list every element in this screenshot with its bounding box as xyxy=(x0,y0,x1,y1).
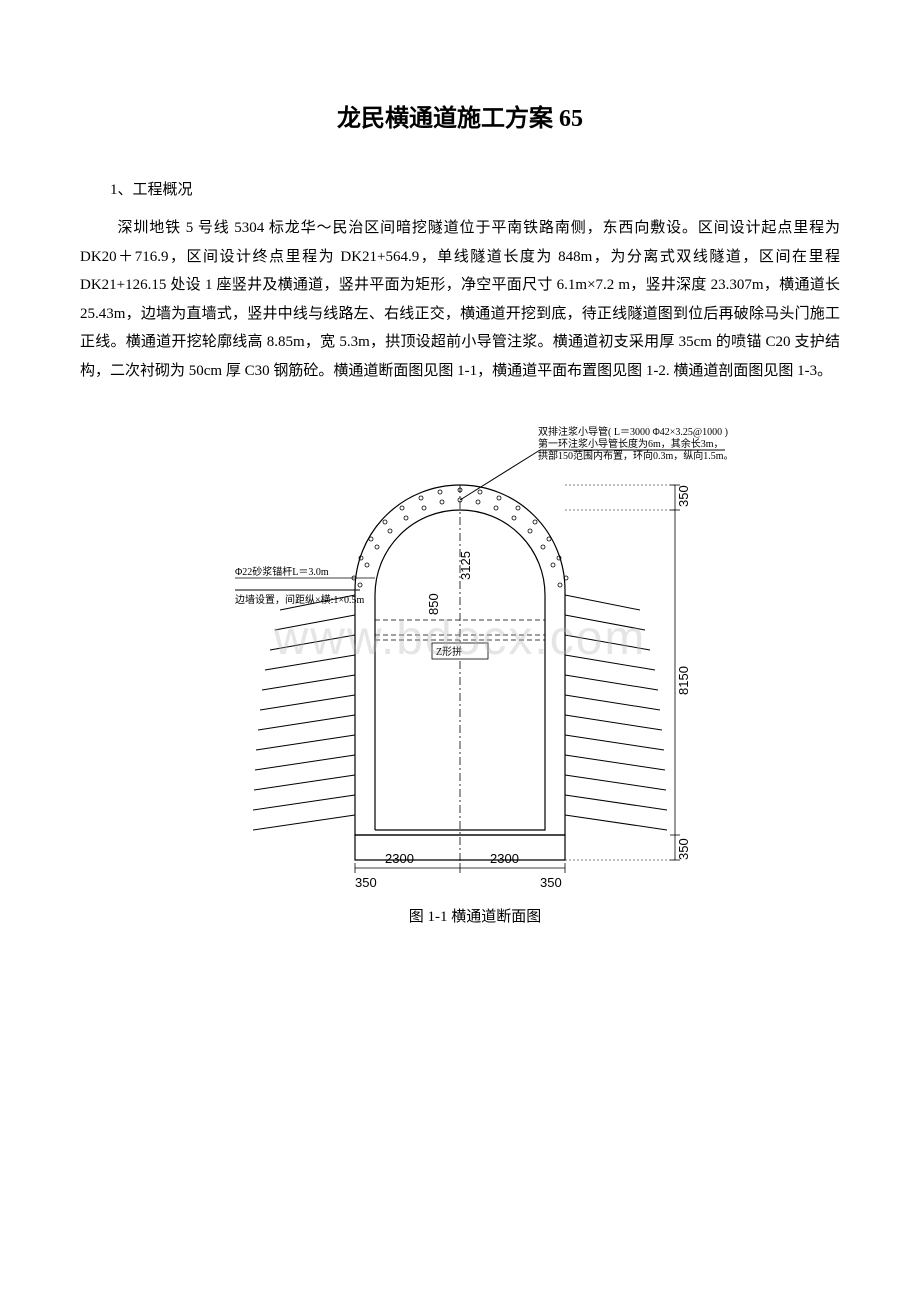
tunnel-cross-section-diagram: 双排注浆小导管( L＝3000 Φ42×3.25@1000 ) 第一环注浆小导管… xyxy=(180,415,740,895)
dim-height-main: 8150 xyxy=(676,666,691,695)
dim-bottom-right: 350 xyxy=(540,875,562,890)
dim-height-bottom: 350 xyxy=(676,839,691,861)
dim-width-left: 2300 xyxy=(385,851,414,866)
top-annotation-1: 双排注浆小导管( L＝3000 Φ42×3.25@1000 ) xyxy=(538,425,728,438)
left-annotation-2: 边墙设置，间距纵×横:1×0.5m xyxy=(235,593,365,606)
right-anchor-hatching xyxy=(565,595,667,830)
left-annotation-1: Φ22砂浆锚杆L＝3.0m xyxy=(235,565,329,578)
dim-center-vertical: 3125 xyxy=(458,551,473,580)
dim-width-right: 2300 xyxy=(490,851,519,866)
figure-1-1-container: www.bdocx.com 双排注浆小导管( L＝3000 Φ42×3.25@1… xyxy=(80,415,840,929)
section-1-heading: 1、工程概况 xyxy=(80,178,840,202)
document-title: 龙民横通道施工方案 65 xyxy=(80,100,840,138)
dim-hbar: 850 xyxy=(426,594,441,616)
center-label: Z形拼 xyxy=(436,645,462,658)
dim-bottom-left: 350 xyxy=(355,875,377,890)
left-anchor-hatching xyxy=(253,595,355,830)
diagram-wrapper: www.bdocx.com 双排注浆小导管( L＝3000 Φ42×3.25@1… xyxy=(180,415,740,895)
top-annotation-3: 拱部150范围内布置，环向0.3m，纵向1.5m。 xyxy=(538,449,734,462)
figure-1-1-caption: 图 1-1 横通道断面图 xyxy=(80,905,840,929)
overview-paragraph: 深圳地铁 5 号线 5304 标龙华～民治区间暗挖隧道位于平南铁路南侧，东西向敷… xyxy=(80,214,840,385)
dim-height-top: 350 xyxy=(676,486,691,508)
top-annotation-2: 第一环注浆小导管长度为6m，其余长3m， xyxy=(538,437,724,450)
